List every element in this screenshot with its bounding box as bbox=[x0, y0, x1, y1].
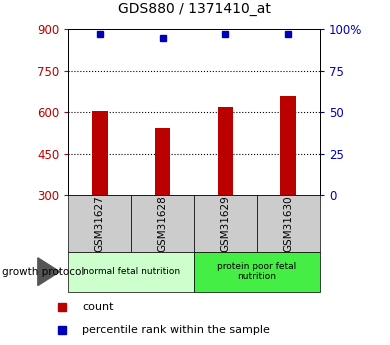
Bar bbox=[218, 107, 233, 278]
Bar bbox=[92, 111, 108, 278]
Text: growth protocol: growth protocol bbox=[2, 267, 84, 277]
Text: count: count bbox=[82, 302, 113, 312]
Bar bbox=[280, 96, 296, 278]
Text: normal fetal nutrition: normal fetal nutrition bbox=[83, 267, 180, 276]
Text: GSM31629: GSM31629 bbox=[220, 195, 230, 252]
Polygon shape bbox=[38, 258, 60, 286]
Bar bbox=[257, 195, 320, 252]
Bar bbox=[155, 128, 170, 278]
Text: protein poor fetal
nutrition: protein poor fetal nutrition bbox=[217, 262, 296, 282]
Text: percentile rank within the sample: percentile rank within the sample bbox=[82, 325, 270, 335]
Text: GSM31628: GSM31628 bbox=[158, 195, 168, 252]
Bar bbox=[131, 195, 194, 252]
Text: GSM31627: GSM31627 bbox=[95, 195, 105, 252]
Bar bbox=[68, 195, 131, 252]
Bar bbox=[194, 195, 257, 252]
Bar bbox=[68, 252, 194, 292]
Bar bbox=[194, 252, 320, 292]
Text: GDS880 / 1371410_at: GDS880 / 1371410_at bbox=[118, 1, 270, 16]
Text: GSM31630: GSM31630 bbox=[284, 195, 293, 252]
